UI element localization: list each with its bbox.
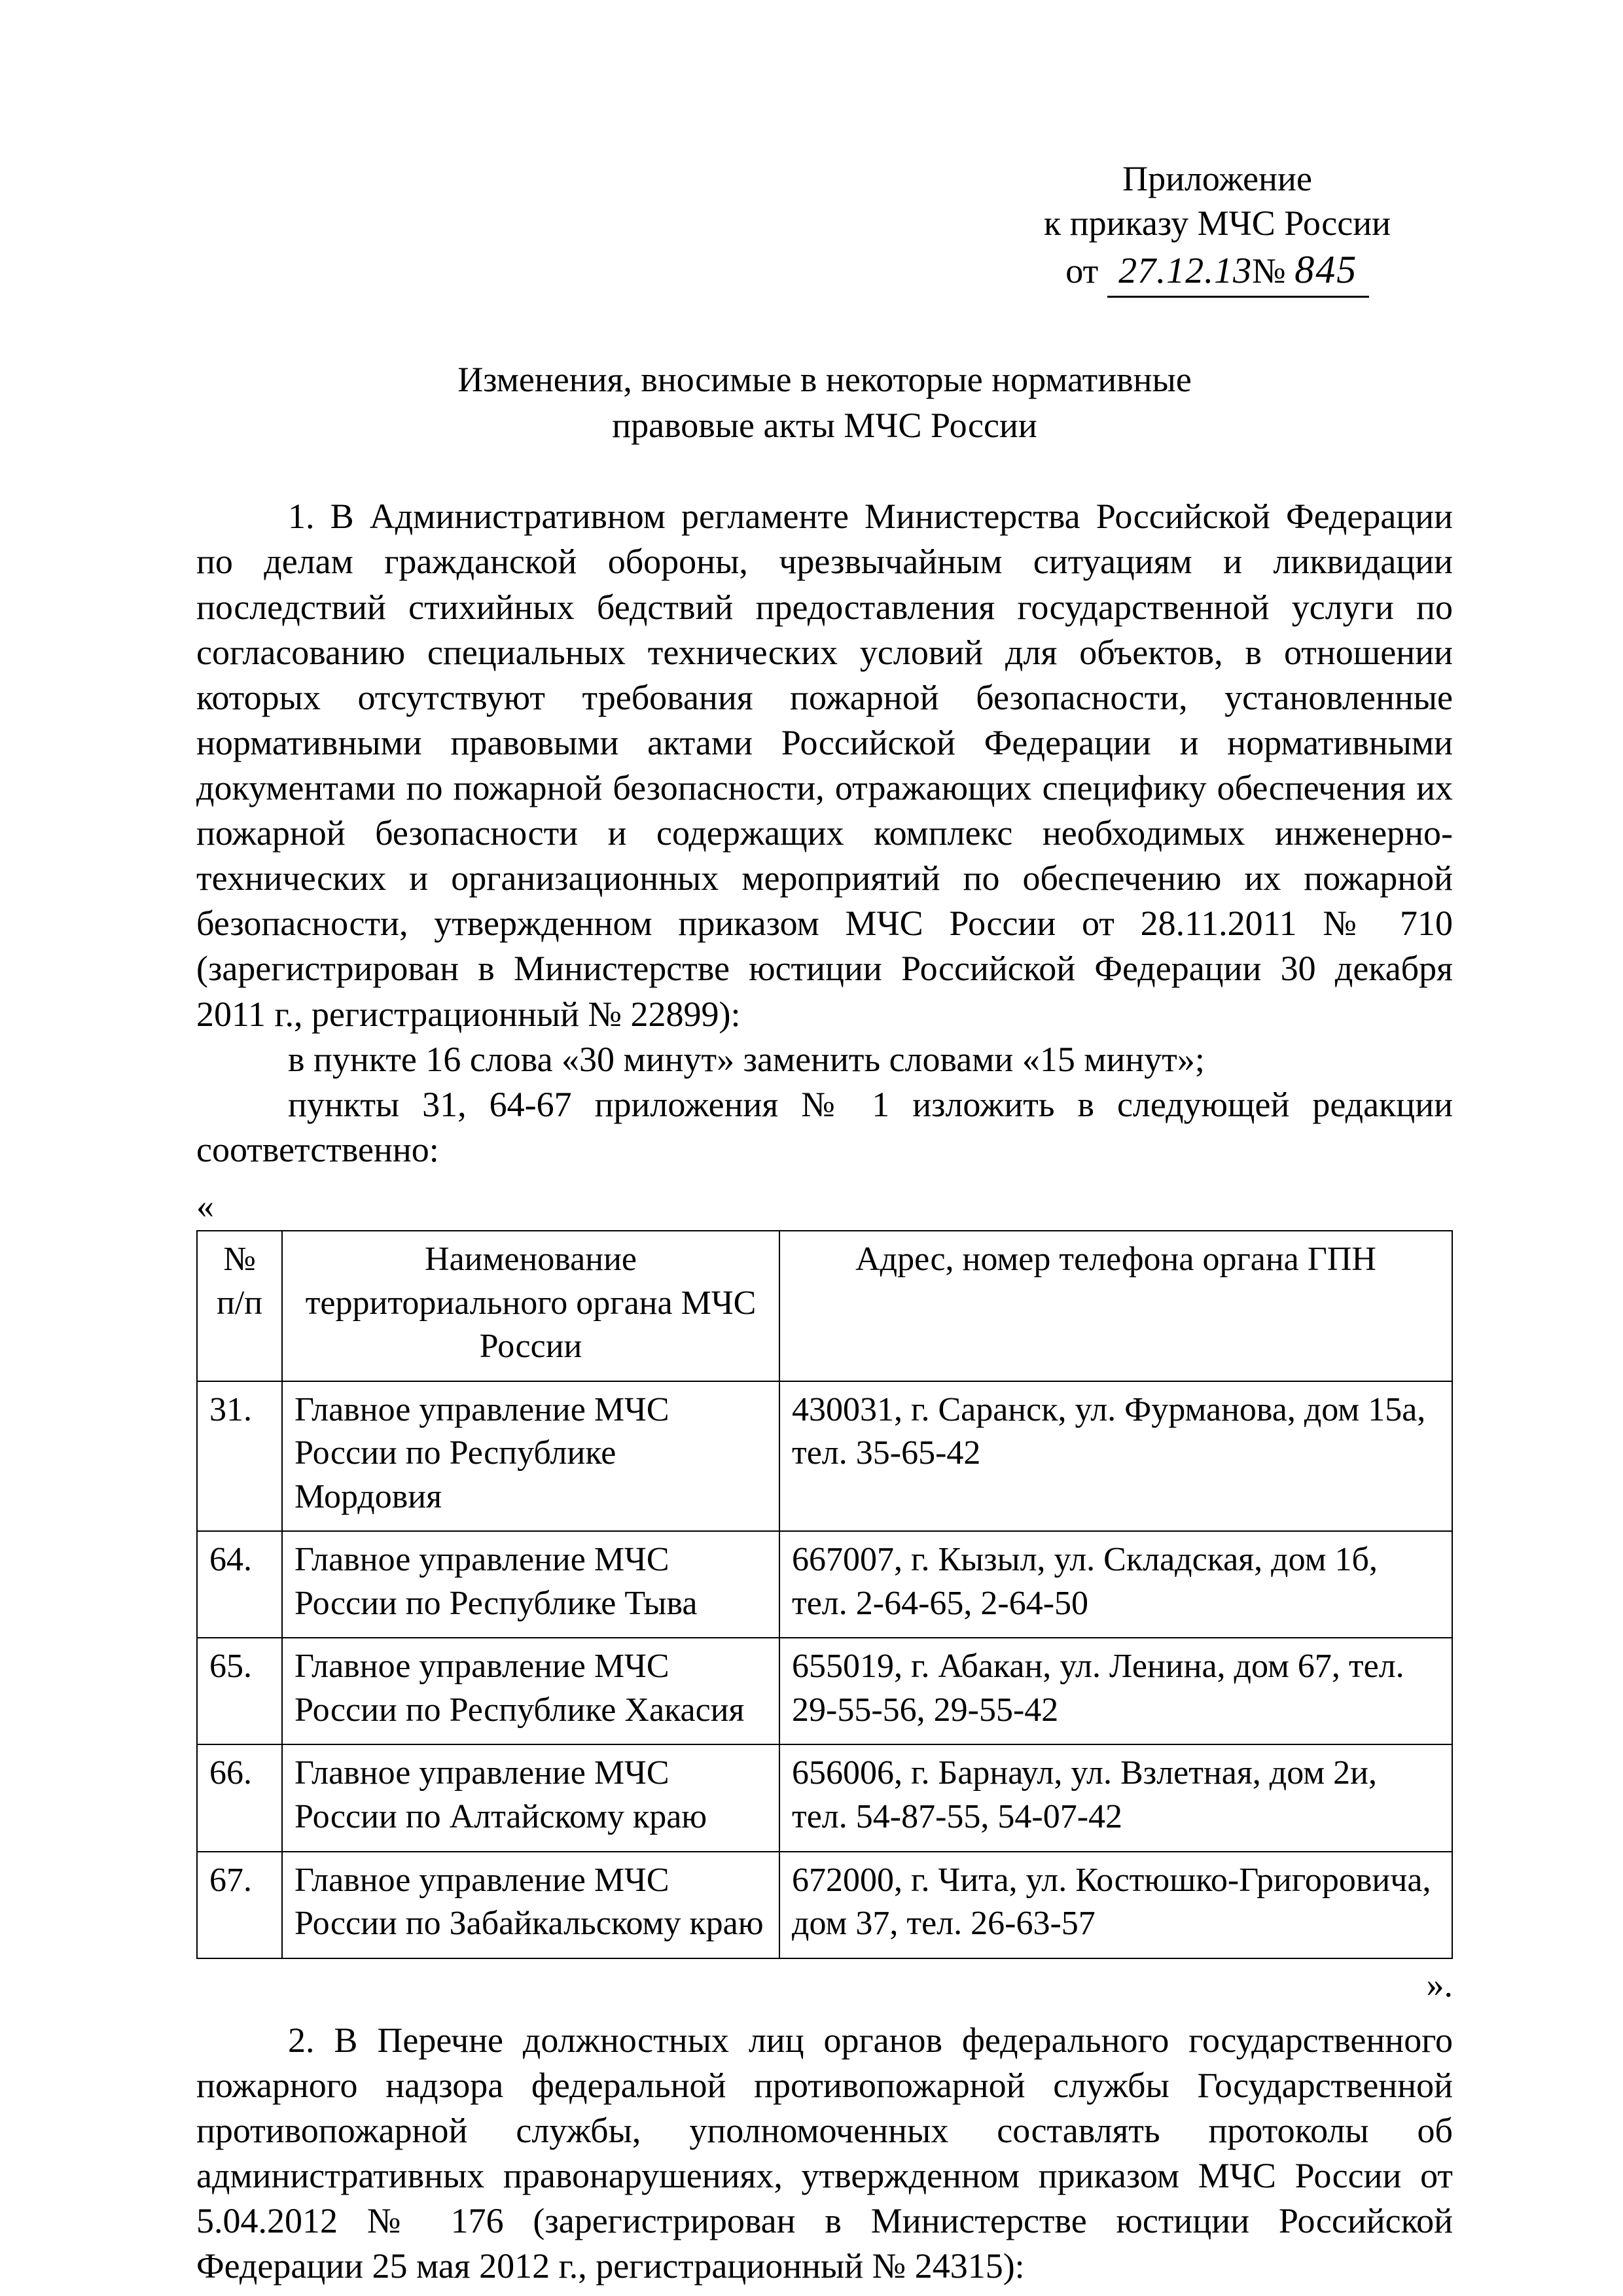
table-row: 65. Главное управление МЧС России по Рес…	[197, 1638, 1452, 1744]
appendix-header: Приложение к приказу МЧС России от 27.12…	[988, 157, 1446, 298]
th-address: Адрес, номер телефона органа ГПН	[779, 1231, 1452, 1381]
paragraph-1b: пункты 31, 64-67 приложения № 1 изложить…	[196, 1082, 1453, 1173]
cell-addr: 430031, г. Саранск, ул. Фурманова, дом 1…	[779, 1381, 1452, 1532]
document-title: Изменения, вносимые в некоторые норматив…	[334, 357, 1315, 448]
document-page: Приложение к приказу МЧС России от 27.12…	[0, 0, 1623, 2296]
th-number: № п/п	[197, 1231, 282, 1381]
cell-addr: 667007, г. Кызыл, ул. Складская, дом 1б,…	[779, 1531, 1452, 1638]
cell-num: 64.	[197, 1531, 282, 1638]
cell-addr: 672000, г. Чита, ул. Костюшко-Григорович…	[779, 1852, 1452, 1958]
from-label: от	[1065, 251, 1098, 291]
open-quote: «	[196, 1186, 1453, 1226]
cell-num: 67.	[197, 1852, 282, 1958]
cell-name: Главное управление МЧС России по Забайка…	[282, 1852, 779, 1958]
table-header-row: № п/п Наименование территориального орга…	[197, 1231, 1452, 1381]
cell-name: Главное управление МЧС России по Республ…	[282, 1381, 779, 1532]
cell-num: 31.	[197, 1381, 282, 1532]
table-row: 31. Главное управление МЧС России по Рес…	[197, 1381, 1452, 1532]
appendix-line-1: Приложение	[988, 157, 1446, 202]
paragraph-1a: в пункте 16 слова «30 минут» заменить сл…	[196, 1037, 1453, 1082]
paragraph-1: 1. В Административном регламенте Министе…	[196, 494, 1453, 1036]
title-line-1: Изменения, вносимые в некоторые норматив…	[334, 357, 1315, 402]
handwritten-date: 27.12.13	[1118, 251, 1252, 291]
table-row: 67. Главное управление МЧС России по Заб…	[197, 1852, 1452, 1958]
cell-addr: 656006, г. Барнаул, ул. Взлетная, дом 2и…	[779, 1744, 1452, 1851]
handwritten-number: 845	[1294, 248, 1357, 291]
cell-num: 66.	[197, 1744, 282, 1851]
appendix-line-2: к приказу МЧС России	[988, 202, 1446, 246]
date-underline: 27.12.13№ 845	[1107, 245, 1369, 298]
no-label: №	[1252, 251, 1286, 291]
amendments-table: № п/п Наименование территориального орга…	[196, 1230, 1453, 1959]
table-row: 66. Главное управление МЧС России по Алт…	[197, 1744, 1452, 1851]
close-quote: ».	[196, 1964, 1453, 2005]
title-line-2: правовые акты МЧС России	[334, 402, 1315, 448]
appendix-line-3: от 27.12.13№ 845	[988, 245, 1446, 298]
cell-num: 65.	[197, 1638, 282, 1744]
cell-addr: 655019, г. Абакан, ул. Ленина, дом 67, т…	[779, 1638, 1452, 1744]
cell-name: Главное управление МЧС России по Алтайск…	[282, 1744, 779, 1851]
cell-name: Главное управление МЧС России по Республ…	[282, 1531, 779, 1638]
paragraph-2: 2. В Перечне должностных лиц органов фед…	[196, 2018, 1453, 2289]
th-name: Наименование территориального органа МЧС…	[282, 1231, 779, 1381]
table-row: 64. Главное управление МЧС России по Рес…	[197, 1531, 1452, 1638]
cell-name: Главное управление МЧС России по Республ…	[282, 1638, 779, 1744]
